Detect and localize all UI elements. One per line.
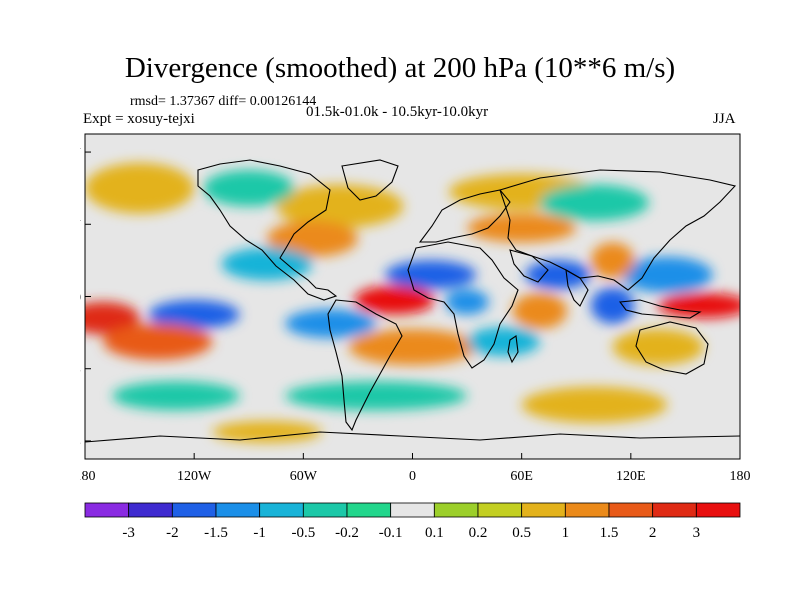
- colorbar-labels: -3 -2 -1.5 -1 -0.5 -0.2 -0.1 0.1 0.2 0.5 1 1.5 2 3: [122, 525, 700, 541]
- y-tick-label: 40S: [80, 363, 81, 378]
- y-tick-label: 40N: [80, 218, 81, 233]
- x-tick-label: 180: [730, 469, 751, 484]
- colorbar-box: [215, 502, 261, 518]
- field-region-warm-north-atlantic: [276, 184, 404, 228]
- field-region-cool-brazil: [285, 309, 377, 339]
- colorbar-box: [695, 502, 741, 518]
- coastline-australia: [635, 321, 709, 375]
- field-region-warm-australia: [612, 329, 704, 366]
- field-region-warm-atlantic-30n: [266, 220, 358, 257]
- x-tick-label: 120W: [177, 469, 212, 484]
- x-tick-label: 180: [80, 469, 96, 484]
- period-label: 01.5k-01.0k - 10.5kyr-10.0kyr: [306, 104, 489, 120]
- y-tick-label: 0: [80, 291, 81, 306]
- field-region-warm-antarctic: [212, 421, 322, 443]
- coastline-north-america: [197, 159, 338, 301]
- colorbar-box: [171, 502, 217, 518]
- field-region-cool-southern-ocean-w: [112, 381, 240, 411]
- x-tick-label: 0: [409, 469, 416, 484]
- field-region-cool-southern-ocean: [285, 381, 468, 411]
- field-region-hot-eq-atlantic: [354, 285, 435, 315]
- coastline-antarctica: [85, 431, 740, 443]
- field-region-warm-south-pacific: [103, 323, 213, 360]
- colorbar-box: [652, 502, 697, 518]
- coastline-india: [565, 268, 589, 307]
- colorbar-label: 1.5: [600, 525, 619, 541]
- colorbar: -3 -2 -1.5 -1 -0.5 -0.2 -0.1 0.1 0.2 0.5 1 1.5 2 3: [84, 502, 741, 541]
- colorbar-box: [390, 502, 435, 518]
- field-region-cool-madagascar: [467, 327, 540, 357]
- colorbar-box: [84, 502, 130, 518]
- colorbar-label: -3: [122, 525, 135, 541]
- field-region-cool-north-america: [203, 170, 295, 207]
- field-region-hot-west-pacific: [658, 292, 740, 319]
- experiment-label: Expt = xosuy-tejxi: [83, 111, 195, 127]
- colorbar-label: -1: [253, 525, 266, 541]
- field-region-warm-central-asia: [467, 213, 577, 243]
- x-tick-label: 60W: [290, 469, 318, 484]
- colorbar-label: -0.2: [335, 525, 359, 541]
- field-region-warm-se-asia: [590, 242, 635, 279]
- field-region-warm-indian-ocean: [512, 292, 568, 329]
- stats-text: rmsd= 1.37367 diff= 0.00126144: [130, 94, 317, 109]
- colorbar-label: 1: [562, 525, 570, 541]
- coastline-south-america: [327, 299, 403, 432]
- field-region-cool-caribbean: [221, 247, 313, 281]
- field-region-warm-south-atlantic: [348, 329, 477, 366]
- field-region-cool-indonesia: [590, 287, 635, 324]
- colorbar-box: [433, 502, 479, 518]
- coastlines: [85, 159, 740, 443]
- season-label: JJA: [713, 111, 736, 127]
- colorbar-label: 3: [693, 525, 701, 541]
- colorbar-label: 0.1: [425, 525, 444, 541]
- coastline-indonesia: [618, 299, 702, 319]
- field-region-cool-sahel: [385, 260, 477, 290]
- field-region-cool-indian-monsoon: [525, 260, 591, 290]
- field-region-cool-africa-eq: [445, 289, 489, 315]
- y-tick-label: 80S: [80, 435, 81, 450]
- map-plot: 80N 40N 0 40S 80S 180 120W 60W 0 60E 120E 180: [80, 133, 751, 484]
- x-tick-label: 60E: [510, 469, 533, 484]
- coastline-africa: [407, 241, 519, 369]
- divergence-field: [85, 162, 740, 443]
- colorbar-label: 0.5: [512, 525, 531, 541]
- colorbar-box: [128, 502, 173, 518]
- colorbar-box: [564, 502, 610, 518]
- chart-title: Divergence (smoothed) at 200 hPa (10**6 …: [124, 52, 676, 84]
- colorbar-box: [302, 502, 348, 518]
- coastline-europe: [418, 189, 511, 243]
- x-tick-label: 120E: [616, 469, 646, 484]
- field-region-warm-southern-ocean-e: [521, 386, 668, 423]
- field-region-hot-east-pacific: [85, 301, 140, 335]
- y-tick-label: 80N: [80, 146, 81, 161]
- coastline-arabia: [509, 249, 549, 283]
- colorbar-box: [259, 502, 304, 518]
- x-axis: 180 120W 60W 0 60E 120E 180: [80, 453, 751, 484]
- field-region-cool-siberia: [539, 184, 650, 221]
- colorbar-label: -0.5: [291, 525, 315, 541]
- colorbar-box: [346, 502, 392, 518]
- colorbar-label: 0.2: [469, 525, 488, 541]
- colorbar-box: [521, 502, 566, 518]
- colorbar-box: [608, 502, 654, 518]
- coastline-greenland: [341, 159, 399, 201]
- colorbar-label: 2: [649, 525, 657, 541]
- field-region-warm-north-pacific: [85, 162, 195, 214]
- colorbar-label: -1.5: [204, 525, 228, 541]
- colorbar-label: -2: [166, 525, 179, 541]
- y-axis: 80N 40N 0 40S 80S: [80, 146, 91, 450]
- colorbar-label: -0.1: [379, 525, 403, 541]
- coastline-madagascar: [507, 335, 519, 364]
- field-region-cool-south-pacific: [148, 300, 240, 329]
- colorbar-boxes: [84, 502, 741, 518]
- field-region-cool-west-pacific-n: [621, 256, 713, 293]
- colorbar-box: [477, 502, 523, 518]
